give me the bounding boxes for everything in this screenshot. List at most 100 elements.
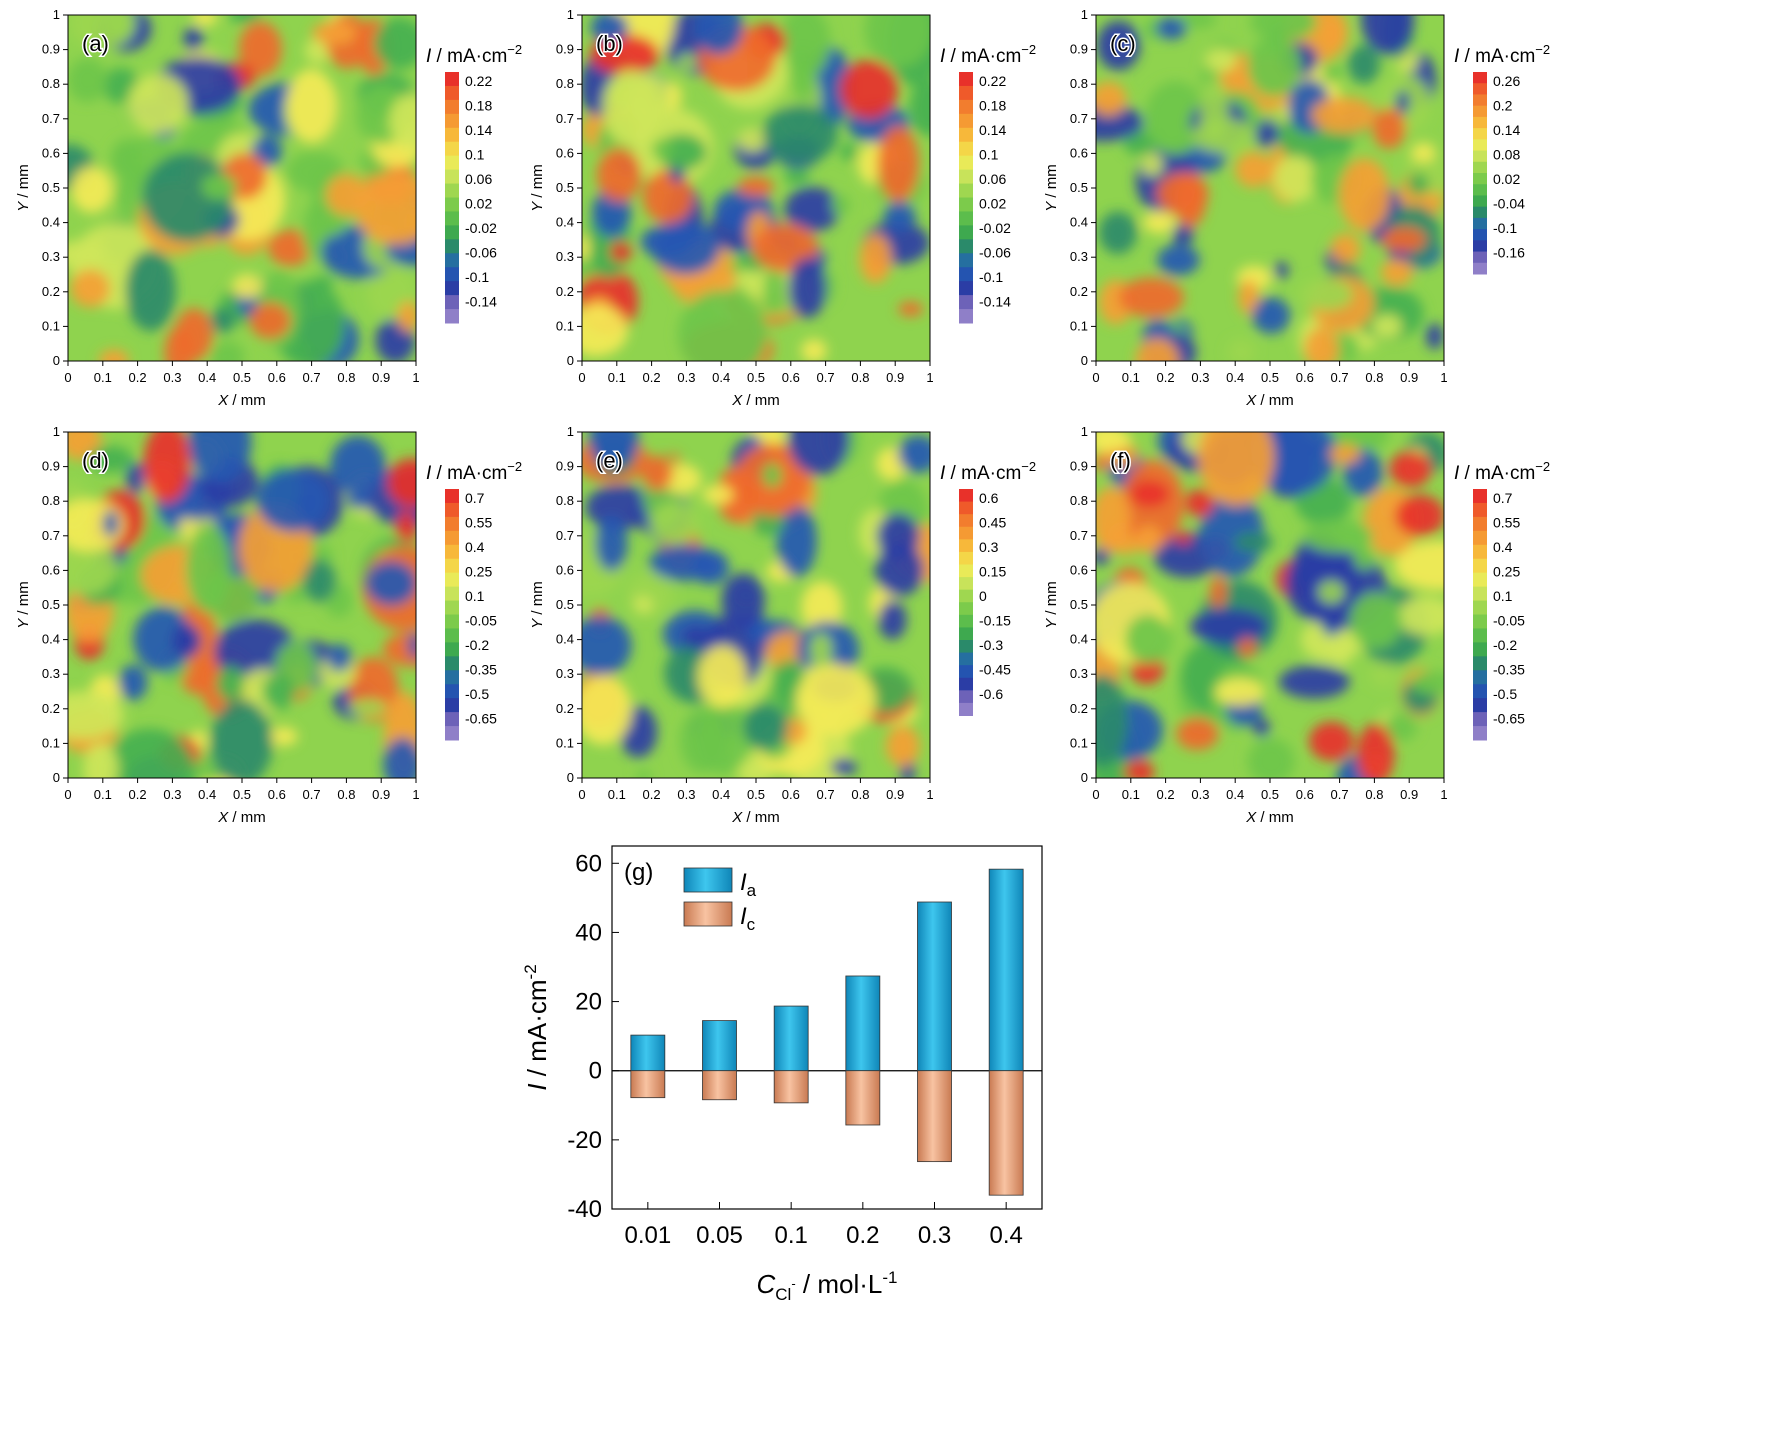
colorbar-tick-label: 0.3 [979, 539, 999, 555]
map-panel: (a) 00 0.1 0.1 0.2 0.2 0.3 0.3 0.4 0.4 0.5 0.5 0.6 0.… [15, 7, 522, 409]
y-tick-label: 0.4 [1070, 632, 1088, 647]
bar-anodic [630, 1034, 666, 1072]
current-blob [1157, 244, 1200, 276]
y-axis-title: Y / mm [15, 581, 32, 629]
current-blob [201, 173, 238, 200]
current-blob [784, 168, 810, 185]
current-blob [1407, 173, 1429, 196]
colorbar-tick-label: -0.02 [979, 220, 1011, 236]
colorbar-segment [1473, 684, 1487, 699]
x-tick-label: 0.5 [1261, 787, 1279, 802]
x-tick-label: 0.7 [817, 370, 835, 385]
y-tick-label: 0.7 [556, 528, 574, 543]
colorbar-tick-label: 0.15 [979, 564, 1006, 580]
y-tick-label: 0 [567, 353, 574, 368]
current-blob [1380, 258, 1413, 286]
bar-x-axis-title: CCl- / mol·L-1 [757, 1268, 898, 1304]
y-tick-label: 0.6 [42, 145, 60, 160]
colorbar-segment [1473, 544, 1487, 560]
x-tick-label: 0.7 [303, 370, 321, 385]
current-blob [1235, 151, 1273, 188]
current-density-map [582, 432, 930, 778]
colorbar-tick-label: -0.35 [1493, 662, 1525, 678]
current-blob [128, 73, 189, 134]
current-blob [1274, 261, 1289, 279]
current-blob [164, 326, 194, 361]
current-blob [1273, 155, 1318, 202]
current-blob [327, 643, 352, 672]
current-density-map [68, 432, 416, 778]
current-blob [387, 458, 416, 508]
current-blob [1199, 493, 1264, 577]
colorbar-segment [1473, 195, 1487, 208]
colorbar-segment [445, 628, 459, 643]
bar-y-tick-label: 60 [575, 850, 602, 877]
bar-anodic [845, 975, 881, 1072]
legend-label: Ic [740, 903, 756, 934]
current-blob [1356, 723, 1395, 778]
map-panel: (c) 00 0.1 0.1 0.2 0.2 0.3 0.3 0.4 0.4 0.5 0.5 0.6 0.… [1043, 7, 1550, 409]
current-blob [183, 26, 204, 52]
map-blobs [68, 432, 416, 778]
colorbar: 0.6 0.45 0.3 0.15 0 -0.15 -0.3 -0.45 -0.6 [959, 489, 1011, 716]
bar-y-tick-label: -40 [567, 1196, 602, 1223]
x-tick-label: 0.4 [198, 787, 216, 802]
current-blob [389, 93, 416, 148]
x-tick-label: 0.6 [1296, 370, 1314, 385]
colorbar: 0.26 0.2 0.14 0.08 0.02 -0.04 -0.1 -0.16 [1473, 72, 1525, 275]
x-tick-label: 0.9 [886, 787, 904, 802]
x-tick-label: 0.2 [1157, 370, 1175, 385]
current-blob [776, 504, 817, 577]
current-blob [142, 152, 234, 243]
current-blob [1227, 339, 1256, 361]
x-tick-label: 0.2 [643, 370, 661, 385]
current-blob [1278, 665, 1350, 699]
colorbar-segment [959, 225, 973, 240]
current-blob [1394, 540, 1444, 591]
colorbar-tick-label: 0.06 [979, 171, 1006, 187]
current-blob [1361, 15, 1415, 54]
colorbar-tick-label: 0.6 [979, 490, 999, 506]
colorbar-segment [1473, 628, 1487, 643]
bar-y-axis-title: I / mA·cm-2 [521, 964, 552, 1090]
y-tick-label: 0.9 [1070, 42, 1088, 57]
panel-label: (c) [1110, 31, 1136, 56]
current-blob [633, 595, 653, 614]
colorbar-tick-label: 0.7 [1493, 490, 1513, 506]
x-tick-label: 0.3 [1191, 370, 1209, 385]
x-tick-label: 0 [578, 787, 585, 802]
legend-swatch [683, 901, 733, 927]
current-blob [238, 21, 282, 77]
current-blob [677, 53, 696, 72]
x-tick-label: 1 [412, 787, 419, 802]
colorbar-segment [959, 665, 973, 679]
y-tick-label: 0.6 [42, 562, 60, 577]
colorbar-segment [445, 502, 459, 518]
x-tick-label: 0.3 [163, 787, 181, 802]
y-tick-label: 0 [1081, 770, 1088, 785]
current-blob [831, 194, 850, 216]
current-blob [1303, 519, 1374, 553]
colorbar-segment [445, 99, 459, 115]
current-blob [1253, 119, 1281, 147]
current-blob [102, 510, 119, 537]
x-tick-label: 0.1 [94, 370, 112, 385]
colorbar-tick-label: 0.1 [1493, 588, 1513, 604]
colorbar-segment [1473, 656, 1487, 671]
colorbar-tick-label: 0.45 [979, 515, 1006, 531]
y-tick-label: 0.5 [556, 180, 574, 195]
current-blob [1253, 718, 1270, 737]
current-blob [1096, 432, 1132, 452]
y-axis-title: Y / mm [1043, 164, 1060, 212]
current-blob [795, 664, 877, 737]
current-blob [1330, 233, 1361, 265]
current-blob [68, 691, 124, 740]
colorbar-segment [1473, 83, 1487, 95]
current-blob [102, 728, 197, 778]
y-tick-label: 1 [1081, 7, 1088, 22]
x-tick-label: 0.7 [1331, 370, 1349, 385]
current-blob [303, 559, 337, 603]
colorbar-segment [959, 99, 973, 115]
current-blob [1118, 277, 1184, 318]
current-blob [590, 34, 660, 75]
